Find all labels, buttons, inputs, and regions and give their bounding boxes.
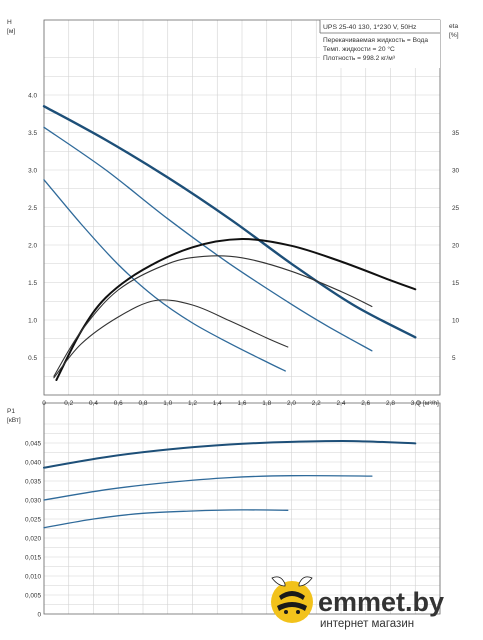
y-right-tick-label: 20 bbox=[452, 243, 460, 250]
p1-tick-label: 0 bbox=[37, 612, 41, 619]
p1-tick-label: 0,010 bbox=[25, 574, 41, 581]
info-box: UPS 25-40 130, 1*230 V, 50Hz Перекачивае… bbox=[319, 20, 440, 68]
axis-label-eta-unit: [%] bbox=[449, 32, 459, 39]
info-fluid: Перекачиваемая жидкость = Вода bbox=[323, 37, 428, 44]
x-tick-label: 2,8 bbox=[386, 400, 395, 407]
efficiency-curve-3 bbox=[55, 237, 417, 381]
x-tick-label: 2,0 bbox=[287, 400, 296, 407]
lower-plot-frame bbox=[43, 402, 441, 615]
series-layer bbox=[42, 105, 417, 529]
x-tick-label: 2,2 bbox=[312, 400, 321, 407]
x-tick-label: 1,4 bbox=[213, 400, 222, 407]
y-left-tick-label: 0.5 bbox=[28, 355, 37, 362]
axis-label-eta: eta bbox=[449, 23, 458, 30]
x-tick-label: 1,0 bbox=[163, 400, 172, 407]
y-right-tick-label: 5 bbox=[452, 355, 456, 362]
logo-tagline: интернет магазин bbox=[320, 618, 414, 630]
y-right-tick-label: 30 bbox=[452, 168, 460, 175]
info-title: UPS 25-40 130, 1*230 V, 50Hz bbox=[323, 24, 417, 31]
x-tick-label: 1,2 bbox=[188, 400, 197, 407]
info-temperature: Темп. жидкости = 20 °C bbox=[323, 45, 395, 53]
grid-layer bbox=[43, 19, 441, 615]
x-tick-label: 1,6 bbox=[238, 400, 247, 407]
y-right-tick-label: 35 bbox=[452, 130, 460, 137]
x-tick-label: 0,4 bbox=[89, 400, 98, 407]
y-right-tick-label: 15 bbox=[452, 280, 460, 287]
head-curve-0 bbox=[42, 105, 417, 339]
p1-tick-label: 0,030 bbox=[25, 498, 41, 505]
efficiency-curve-4 bbox=[53, 255, 373, 377]
x-tick-label: 2,6 bbox=[361, 400, 370, 407]
p1-tick-label: 0,020 bbox=[25, 536, 41, 543]
axis-label-p1: P1 bbox=[7, 408, 15, 415]
x-tick-label: 0 bbox=[42, 400, 46, 407]
axis-label-q: Q [м³/h] bbox=[416, 400, 439, 407]
x-tick-label: 1,8 bbox=[262, 400, 271, 407]
axis-label-h: H bbox=[7, 19, 12, 26]
axis-label-p1-unit: [кВт] bbox=[7, 417, 21, 424]
y-left-tick-label: 1.5 bbox=[28, 280, 37, 287]
y-right-tick-label: 25 bbox=[452, 205, 460, 212]
p1-tick-label: 0,040 bbox=[25, 460, 41, 467]
power-curve-0 bbox=[43, 440, 417, 469]
p1-tick-label: 0,015 bbox=[25, 555, 41, 562]
logo-name: emmet.by bbox=[318, 587, 444, 617]
y-left-tick-label: 2.0 bbox=[28, 243, 37, 250]
info-density: Плотность = 998.2 кг/м³ bbox=[323, 55, 396, 62]
x-tick-label: 0,8 bbox=[139, 400, 148, 407]
label-layer: 0 0,2 0,4 0,6 0,8 1,0 1,2 1,4 1,6 1,8 2,0 2,2 2,4 2,6… bbox=[7, 19, 460, 619]
p1-tick-label: 0,045 bbox=[25, 441, 41, 448]
upper-plot-frame bbox=[43, 19, 441, 396]
x-tick-label: 2,4 bbox=[337, 400, 346, 407]
emmet-logo: emmet.by интернет магазин bbox=[271, 576, 444, 630]
efficiency-curve-5 bbox=[53, 299, 289, 379]
y-left-tick-label: 4.0 bbox=[28, 93, 37, 100]
p1-tick-label: 0,025 bbox=[25, 517, 41, 524]
x-tick-label: 0,6 bbox=[114, 400, 123, 407]
power-curve-1 bbox=[43, 474, 373, 501]
axis-label-h-unit: [м] bbox=[7, 28, 15, 35]
p1-tick-label: 0,005 bbox=[25, 593, 41, 600]
head-curve-1 bbox=[43, 126, 373, 352]
y-left-tick-label: 3.5 bbox=[28, 130, 37, 137]
head-curve-2 bbox=[43, 179, 286, 372]
y-left-tick-label: 1.0 bbox=[28, 318, 37, 325]
power-curve-2 bbox=[43, 509, 289, 529]
x-tick-label: 0,2 bbox=[64, 400, 73, 407]
p1-tick-label: 0,035 bbox=[25, 479, 41, 486]
y-right-tick-label: 10 bbox=[452, 318, 460, 325]
y-left-tick-label: 2.5 bbox=[28, 205, 37, 212]
y-left-tick-label: 3.0 bbox=[28, 168, 37, 175]
x-tick-label: 3,0 bbox=[411, 400, 420, 407]
bee-icon bbox=[271, 576, 313, 623]
